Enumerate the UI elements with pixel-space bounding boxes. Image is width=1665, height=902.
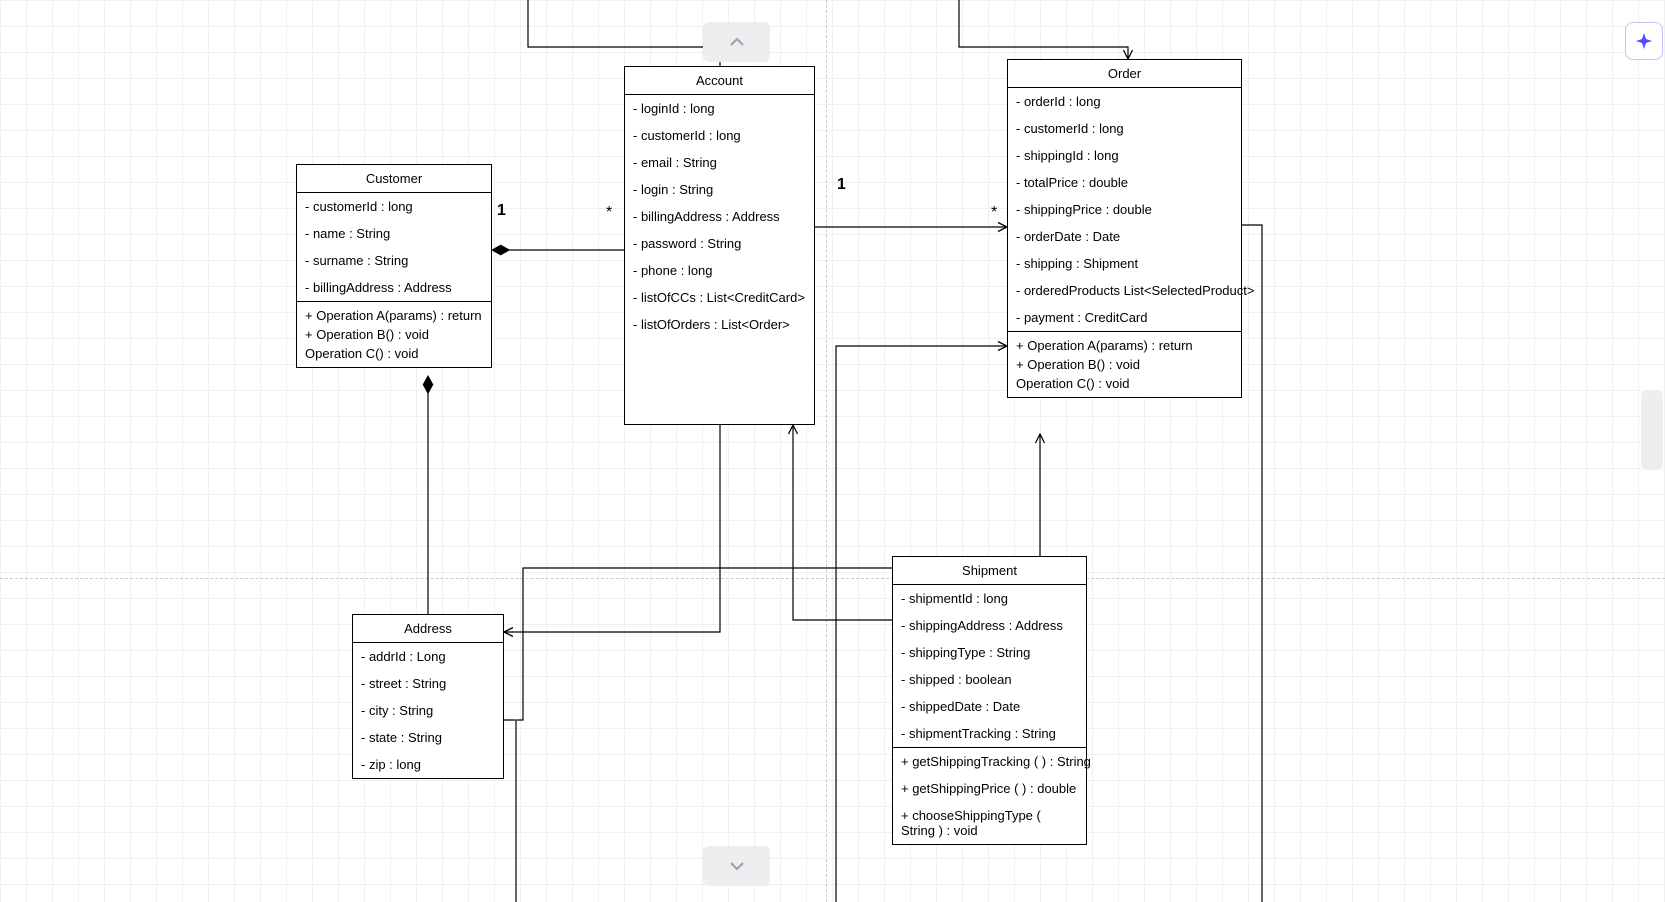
- attr-row: - orderId : long: [1008, 88, 1241, 115]
- op-row: + Operation B() : void: [297, 325, 491, 344]
- attr-row: - surname : String: [297, 247, 491, 274]
- edge-order-top: [959, 0, 1128, 59]
- multiplicity-label: *: [606, 204, 612, 222]
- edge-order-right: [1242, 225, 1262, 902]
- class-attributes: - shipmentId : long - shippingAddress : …: [893, 585, 1086, 748]
- attr-row: - shipped : boolean: [893, 666, 1086, 693]
- class-title: Order: [1008, 60, 1241, 88]
- edge-account-address: [504, 425, 720, 632]
- op-row: + chooseShippingType ( String ) : void: [893, 802, 1086, 844]
- attr-row: - street : String: [353, 670, 503, 697]
- attr-row: - customerId : long: [625, 122, 814, 149]
- sparkle-icon: [1634, 31, 1654, 51]
- attr-row: - name : String: [297, 220, 491, 247]
- side-expand-button[interactable]: [1641, 390, 1663, 470]
- op-row: + Operation A(params) : return: [297, 306, 491, 325]
- op-row: + Operation A(params) : return: [1008, 336, 1241, 355]
- attr-row: - customerId : long: [297, 193, 491, 220]
- attr-row: - city : String: [353, 697, 503, 724]
- attr-row: - login : String: [625, 176, 814, 203]
- op-row: Operation C() : void: [1008, 374, 1241, 393]
- class-order[interactable]: Order - orderId : long - customerId : lo…: [1007, 59, 1242, 398]
- attr-row: - shippingPrice : double: [1008, 196, 1241, 223]
- ai-sparkle-button[interactable]: [1625, 22, 1663, 60]
- op-row: + getShippingTracking ( ) : String: [893, 748, 1086, 775]
- attr-row: - listOfCCs : List<CreditCard>: [625, 284, 814, 311]
- attr-row: - shippingId : long: [1008, 142, 1241, 169]
- chevron-up-icon: [727, 32, 747, 52]
- attr-row: - customerId : long: [1008, 115, 1241, 142]
- attr-row: - password : String: [625, 230, 814, 257]
- attr-row: - orderedProducts List<SelectedProduct>: [1008, 277, 1241, 304]
- attr-row: - billingAddress : Address: [297, 274, 491, 301]
- op-row: + getShippingPrice ( ) : double: [893, 775, 1086, 802]
- attr-row: - billingAddress : Address: [625, 203, 814, 230]
- class-title: Account: [625, 67, 814, 95]
- edge-shipment-account: [793, 425, 892, 620]
- attr-row: - payment : CreditCard: [1008, 304, 1241, 331]
- chevron-down-icon: [727, 856, 747, 876]
- attr-row: - email : String: [625, 149, 814, 176]
- multiplicity-label: 1: [497, 202, 506, 220]
- class-attributes: - addrId : Long - street : String - city…: [353, 643, 503, 778]
- attr-row: - shipping : Shipment: [1008, 250, 1241, 277]
- class-account[interactable]: Account - loginId : long - customerId : …: [624, 66, 815, 425]
- edge-address-stub: [504, 720, 516, 902]
- attr-row: - addrId : Long: [353, 643, 503, 670]
- attr-row: - shipmentId : long: [893, 585, 1086, 612]
- attr-row: - listOfOrders : List<Order>: [625, 311, 814, 338]
- scroll-up-button[interactable]: [703, 22, 770, 62]
- class-attributes: - orderId : long - customerId : long - s…: [1008, 88, 1241, 332]
- attr-row: - zip : long: [353, 751, 503, 778]
- attr-row: - shippingAddress : Address: [893, 612, 1086, 639]
- diagram-canvas[interactable]: Customer - customerId : long - name : St…: [0, 0, 1665, 902]
- attr-row: - shipmentTracking : String: [893, 720, 1086, 747]
- attr-row: - orderDate : Date: [1008, 223, 1241, 250]
- attr-row: - shippedDate : Date: [893, 693, 1086, 720]
- edge-account-top: [528, 0, 720, 66]
- attr-row: - state : String: [353, 724, 503, 751]
- attr-row: - shippingType : String: [893, 639, 1086, 666]
- attr-row: - totalPrice : double: [1008, 169, 1241, 196]
- attr-row: - loginId : long: [625, 95, 814, 122]
- class-operations: + getShippingTracking ( ) : String + get…: [893, 748, 1086, 844]
- class-title: Address: [353, 615, 503, 643]
- multiplicity-label: *: [991, 204, 997, 222]
- edge-layer: [0, 0, 1665, 902]
- multiplicity-label: 1: [837, 176, 846, 194]
- attr-row: - phone : long: [625, 257, 814, 284]
- class-shipment[interactable]: Shipment - shipmentId : long - shippingA…: [892, 556, 1087, 845]
- class-customer[interactable]: Customer - customerId : long - name : St…: [296, 164, 492, 368]
- edge-shipment-address: [517, 568, 892, 720]
- scroll-down-button[interactable]: [703, 846, 770, 886]
- class-title: Shipment: [893, 557, 1086, 585]
- class-attributes: - customerId : long - name : String - su…: [297, 193, 491, 302]
- class-attributes: - loginId : long - customerId : long - e…: [625, 95, 814, 338]
- class-operations: + Operation A(params) : return + Operati…: [297, 302, 491, 367]
- class-operations: + Operation A(params) : return + Operati…: [1008, 332, 1241, 397]
- class-address[interactable]: Address - addrId : Long - street : Strin…: [352, 614, 504, 779]
- op-row: Operation C() : void: [297, 344, 491, 363]
- class-title: Customer: [297, 165, 491, 193]
- op-row: + Operation B() : void: [1008, 355, 1241, 374]
